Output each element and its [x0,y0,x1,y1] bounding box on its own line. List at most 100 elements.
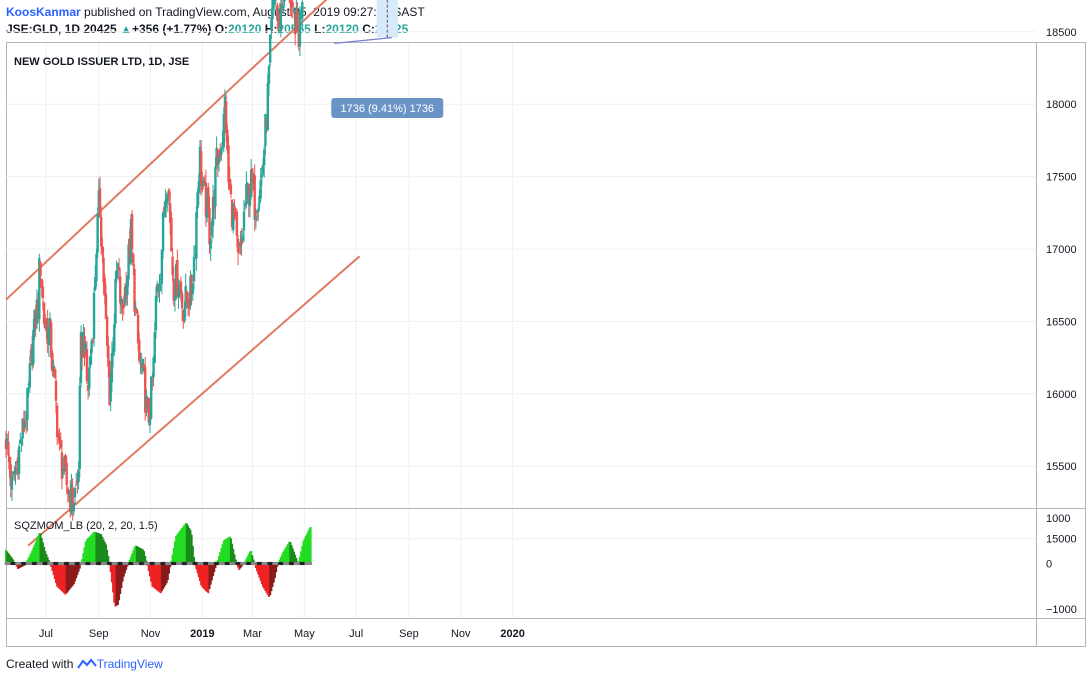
channel-lower-line [27,255,361,547]
momentum-bar [93,531,96,564]
open-value: 20120 [228,22,262,36]
momentum-bar [20,563,23,568]
candle-body [167,189,171,199]
momentum-bar [202,563,205,589]
momentum-bar [214,563,217,569]
momentum-bar [163,563,166,588]
momentum-bar [132,550,135,564]
momentum-bar [37,536,40,564]
candle-body [179,281,183,295]
candle-body [289,0,292,4]
momentum-bar [84,541,87,564]
momentum-bar [76,563,79,575]
candle-body [253,175,256,220]
momentum-bar [35,538,38,564]
momentum-bar [160,563,163,592]
candle-body [136,314,140,344]
momentum-bar [99,533,102,564]
momentum-bar [64,563,67,595]
momentum-bar [141,549,144,564]
momentum-bar [285,545,288,564]
momentum-bar [190,534,193,564]
candle-body [92,292,96,339]
tradingview-brand[interactable]: TradingView [96,657,163,671]
candle-body [240,237,243,245]
momentum-bar [59,563,62,590]
momentum-bar [102,539,105,564]
momentum-bar [110,563,113,583]
momentum-bar [232,549,235,564]
candle-body [96,214,99,253]
momentum-bar [90,534,93,564]
momentum-bar [56,563,59,587]
momentum-bar [65,563,68,594]
candle-body [270,19,273,30]
momentum-bar [213,563,216,573]
momentum-bar [51,563,54,571]
candle-body [196,192,199,209]
momentum-bar [54,563,57,583]
momentum-bar [62,563,65,593]
candle-body [148,418,152,425]
momentum-bar [246,556,249,564]
candle-body [169,203,172,223]
momentum-bar [191,545,194,564]
candle-body [273,0,277,5]
candle-body [151,380,154,382]
momentum-bar [95,532,98,564]
momentum-bar [260,563,263,585]
momentum-bar [101,536,104,564]
candle-body [227,145,230,183]
candle-body [301,2,304,19]
momentum-bar [134,545,137,564]
momentum-bar [184,523,187,564]
candle-body [55,405,59,438]
momentum-bar [124,563,126,574]
momentum-bar [233,554,236,564]
candle-body [75,484,78,486]
momentum-bar [26,560,29,564]
low-label: L: [314,22,326,36]
momentum-bar [178,531,181,564]
candle-body [52,365,55,370]
candle-body [258,196,261,204]
candle-body [135,309,139,314]
momentum-bar [207,563,210,594]
momentum-bar [258,563,261,578]
momentum-bar [229,538,232,564]
momentum-bar [119,563,122,595]
momentum-bar [272,563,275,583]
author-name[interactable]: KoosKanmar [6,5,81,19]
price-tick-label: 17500 [1046,172,1077,184]
momentum-bar [166,563,169,580]
candle-body [186,298,190,309]
momentum-bar [197,563,200,578]
momentum-bar [128,559,131,564]
momentum-bar [300,551,303,564]
candle-body [259,180,262,199]
momentum-bar [196,563,199,574]
candle-body [144,366,147,413]
momentum-bar [220,548,223,564]
candle-body [107,345,110,367]
candle-body [120,299,123,306]
candle-body [210,221,214,236]
candle-body [263,149,266,166]
momentum-bar [308,528,311,564]
candle-body [57,433,60,437]
candle-body [268,34,272,63]
candle-body [60,452,64,479]
open-label: O: [214,22,229,36]
momentum-bar [82,553,85,564]
squeeze-dot [309,561,313,566]
candle-body [298,11,302,47]
momentum-bar [270,563,273,592]
momentum-bar [183,524,186,564]
momentum-bar [60,563,63,592]
momentum-bar [78,563,81,569]
measure-label: 1736 (9.41%) 1736 [340,103,434,115]
momentum-bar [271,563,274,587]
candle-body [292,10,296,12]
candle-body [17,446,21,474]
